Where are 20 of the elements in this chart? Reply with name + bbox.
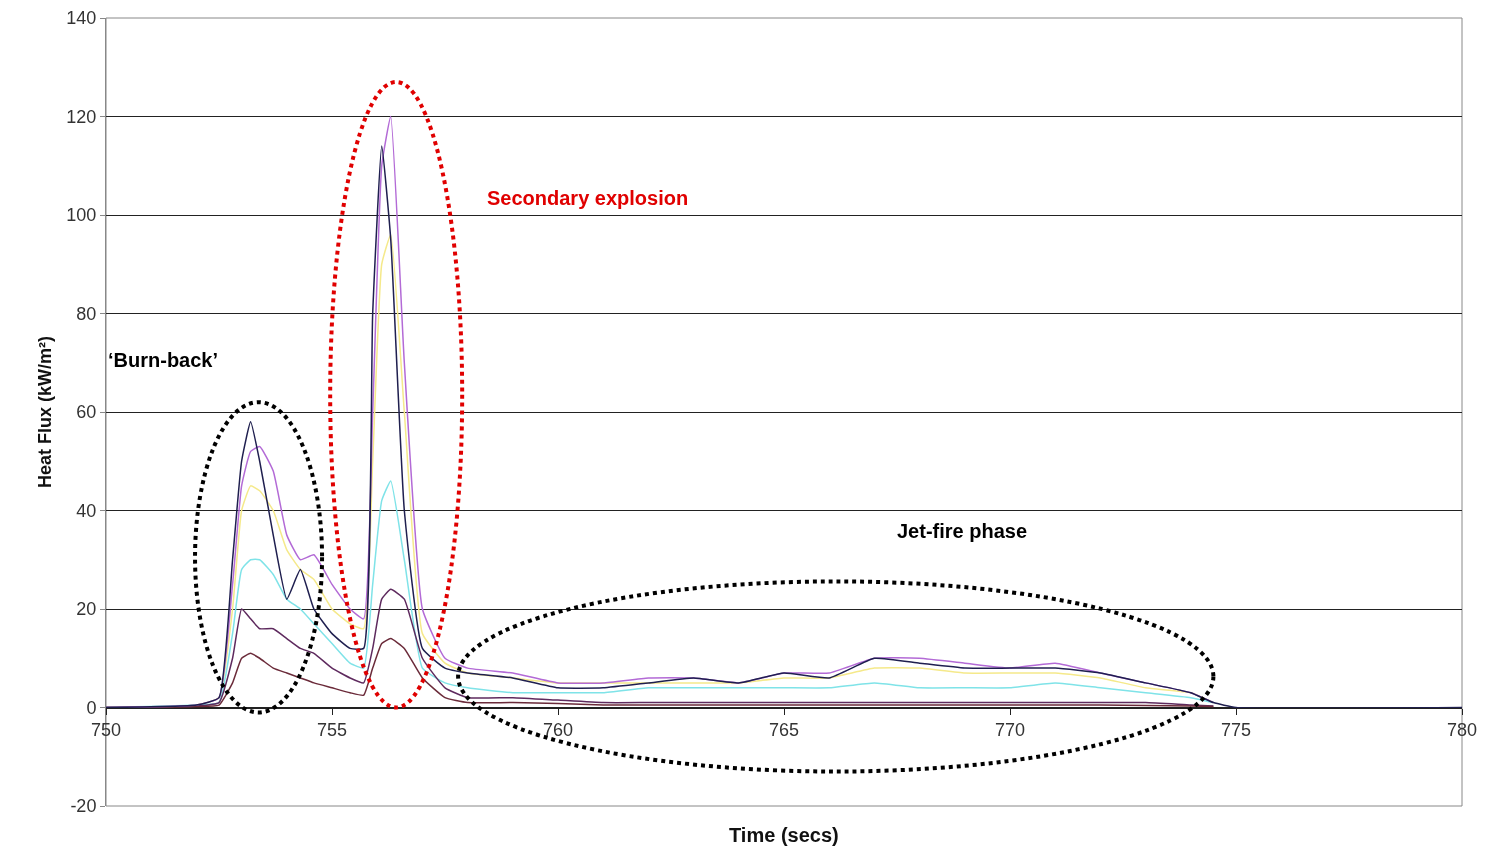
y-tick-label: 120 [66, 106, 97, 127]
annotation: Jet-fire phase [897, 520, 1028, 542]
y-tick-label: -20 [70, 796, 97, 817]
annotation: Secondary explosion [487, 187, 689, 209]
y-axis-title: Heat Flux (kW/m²) [34, 335, 55, 489]
y-tick-label: 20 [76, 599, 97, 620]
annotation: ‘Burn-back’ [108, 349, 219, 371]
y-tick-label: 0 [86, 697, 97, 718]
x-tick-label: 775 [1220, 720, 1252, 741]
x-tick-label: 780 [1446, 720, 1478, 741]
y-tick-label: 140 [66, 8, 97, 29]
x-tick-label: 760 [542, 720, 574, 741]
y-tick-label: 100 [66, 205, 97, 226]
x-axis-title: Time (secs) [729, 824, 839, 846]
x-tick-label: 770 [994, 720, 1026, 741]
y-tick-label: 40 [76, 500, 97, 521]
x-tick-label: 765 [768, 720, 800, 741]
y-tick-label: 60 [76, 402, 97, 423]
y-tick-label: 80 [76, 303, 97, 324]
x-tick-label: 755 [316, 720, 348, 741]
